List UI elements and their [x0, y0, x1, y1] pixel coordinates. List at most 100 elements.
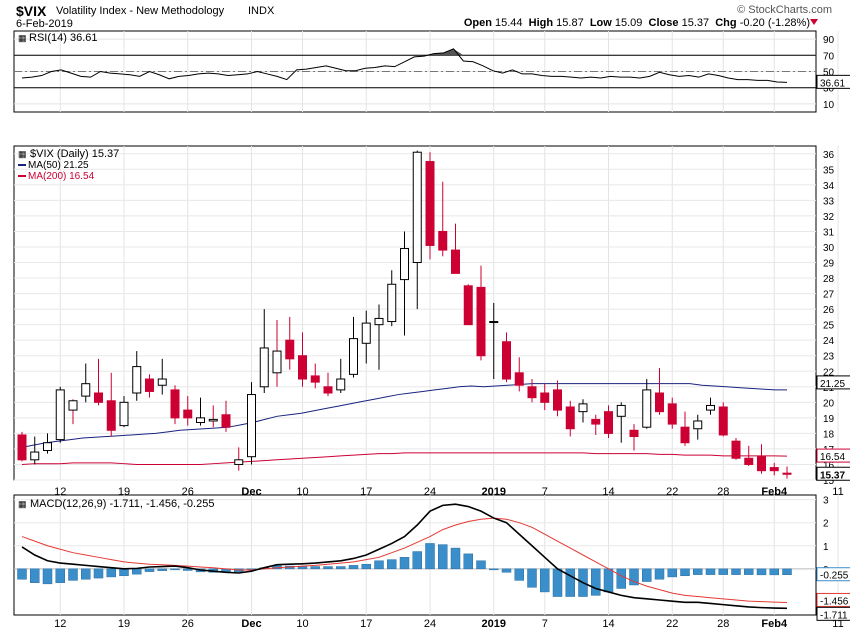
macd-last-box: [816, 606, 850, 621]
macd-histogram-bar: [642, 568, 652, 582]
candle-body: [502, 341, 511, 380]
candle-body: [361, 322, 371, 344]
index-name: Volatility Index - New Methodology: [56, 5, 225, 17]
price-tick-label: 15: [823, 476, 835, 487]
candle-body: [565, 406, 575, 430]
ma50-legend-label: MA(50) 21.25: [28, 160, 89, 171]
macd-histogram-bar: [501, 568, 512, 573]
price-tick-label: 26: [823, 305, 835, 316]
close-value: 15.37: [681, 17, 710, 29]
ma200-legend-label: MA(200) 16.54: [28, 171, 95, 182]
price-last-box: [816, 448, 850, 463]
candle-body: [234, 459, 244, 465]
candle-body: [731, 440, 741, 459]
macd-panel-frame: [13, 494, 817, 616]
candle-body: [744, 457, 754, 465]
candle-body: [655, 392, 664, 413]
candle-body: [667, 403, 677, 425]
candle-body: [527, 386, 537, 399]
candle-body: [94, 392, 103, 403]
x-tick-label: 24: [424, 486, 436, 498]
macd-histogram-bar: [55, 568, 65, 583]
x-tick-label: 17: [360, 486, 372, 498]
macd-histogram-bar: [387, 559, 397, 570]
macd-histogram-bar: [616, 568, 626, 589]
candle-body: [323, 386, 333, 394]
candle-body: [400, 248, 409, 281]
rsi-tick-label: 30: [823, 84, 835, 95]
candle-body: [782, 472, 792, 475]
macd-histogram-bar: [42, 568, 53, 585]
candle-body: [718, 406, 728, 436]
candle-body: [374, 317, 384, 326]
macd-last-box: [816, 592, 850, 607]
candle-body: [514, 372, 524, 386]
rsi-last-label: 36.61: [820, 78, 845, 89]
x-tick-label-bottom: 7: [542, 618, 548, 630]
candle-body: [68, 400, 78, 411]
price-tick-label: 16: [823, 460, 835, 471]
ohlc-bar: Open 15.44 High 15.87 Low 15.09 Close 15…: [464, 17, 810, 29]
candle-body: [629, 429, 639, 438]
rsi-line: [21, 48, 788, 83]
x-tick-label-bottom: 2019: [482, 618, 506, 630]
x-tick-label: Dec: [241, 486, 261, 498]
macd-tick-label: 2: [823, 519, 829, 530]
price-tick-label: 30: [823, 243, 835, 254]
x-tick-label: 11: [832, 486, 843, 498]
macd-histogram-bar: [450, 547, 461, 570]
macd-histogram-bar: [489, 568, 499, 571]
price-tick-label: 18: [823, 429, 835, 440]
candle-body: [183, 409, 193, 419]
candle-body: [247, 394, 256, 458]
rsi-title: RSI(14) 36.61: [29, 32, 97, 44]
candle-body: [680, 426, 690, 444]
macd-tick-label: 1: [823, 542, 829, 553]
candle-body: [463, 285, 473, 326]
macd-histogram-bar: [297, 566, 308, 570]
macd-histogram-bar: [106, 568, 116, 578]
macd-histogram-bar: [144, 568, 155, 572]
candle-body: [476, 286, 486, 357]
macd-histogram-bar: [705, 568, 716, 575]
candle-body: [616, 404, 626, 417]
macd-legend-swatch-icon: ▦: [18, 499, 27, 509]
price-tick-label: 23: [823, 352, 835, 363]
candle-body: [55, 389, 65, 441]
price-tick-label: 35: [823, 165, 835, 176]
price-tick-label: 32: [823, 212, 835, 223]
low-label: Low: [589, 17, 612, 29]
low-value: 15.09: [614, 17, 643, 29]
macd-histogram-bar: [667, 568, 677, 578]
signal-line: [21, 517, 788, 603]
macd-histogram-bar: [310, 566, 320, 570]
rsi-tick-label: 10: [823, 100, 835, 111]
macd-histogram-bar: [629, 568, 639, 586]
candle-body: [298, 355, 307, 380]
macd-histogram-bar: [374, 560, 384, 570]
macd-histogram-bar: [654, 568, 665, 580]
x-tick-label: 12: [54, 486, 66, 498]
rsi-tick-label: 70: [823, 51, 835, 62]
candle-body: [336, 378, 346, 391]
candle-body: [170, 389, 180, 419]
macd-tick-label: 3: [823, 496, 829, 507]
macd-last-label: -1.711: [820, 610, 848, 621]
candle-body: [259, 347, 269, 388]
x-tick-label-bottom: Dec: [241, 618, 261, 630]
macd-histogram-bar: [476, 560, 486, 570]
macd-histogram-bar: [514, 568, 524, 581]
macd-histogram-bar: [336, 566, 346, 570]
quote-date: 6-Feb-2019: [16, 18, 73, 30]
x-tick-label-bottom: 17: [360, 618, 372, 630]
rsi-last-box: [816, 74, 850, 89]
macd-histogram-bar: [81, 568, 91, 580]
candle-body: [591, 418, 601, 425]
price-tick-label: 28: [823, 274, 835, 285]
price-tick-label: 27: [823, 290, 835, 301]
x-tick-label: Feb4: [761, 486, 788, 498]
candle-body: [412, 151, 422, 264]
close-label: Close: [648, 17, 679, 29]
symbol: $VIX: [16, 3, 47, 19]
price-title: $VIX (Daily) 15.37: [30, 148, 119, 160]
